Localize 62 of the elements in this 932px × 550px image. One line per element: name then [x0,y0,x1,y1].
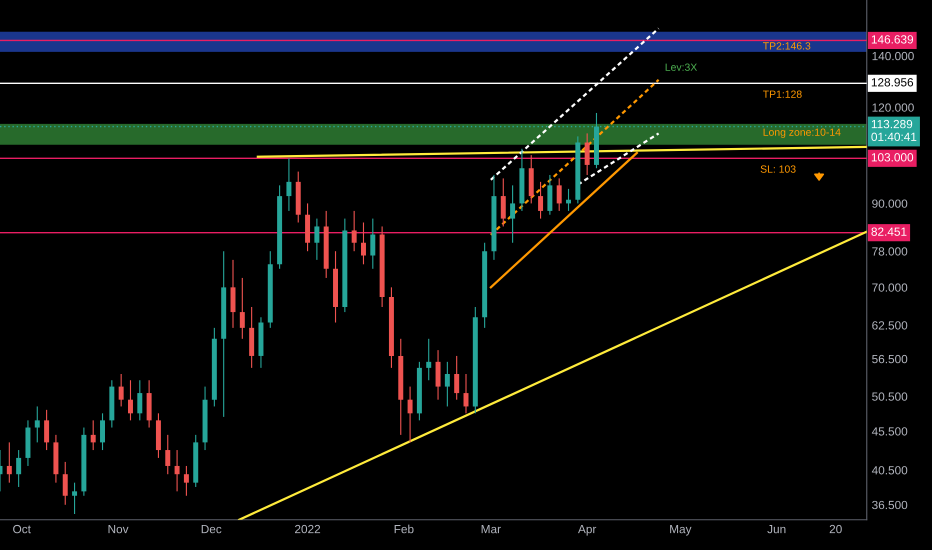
candlestick [370,218,376,270]
y-tick-label: 50.500 [872,392,908,401]
candlestick [426,338,432,381]
candlestick [556,178,562,212]
candlestick [464,373,468,414]
candlestick [128,380,133,421]
candlestick [6,442,12,484]
x-tick-label: Mar [482,525,501,534]
annotation: Lev:3X [666,64,698,71]
candlestick [16,450,22,488]
x-tick-label: Dec [202,525,222,534]
candlestick [118,373,124,407]
ref-line-label: 103.000 [872,153,914,162]
candlestick [100,412,106,451]
x-tick-label: Feb [394,524,414,534]
y-tick-label: 90.000 [872,199,908,208]
candlestick [510,184,516,244]
y-tick-label: 120.000 [872,103,914,112]
candlestick [137,380,142,421]
x-tick-label: 20 [830,524,842,534]
candlestick [408,386,413,443]
candlestick [314,218,320,260]
ref-line-label: 113.289 01:40:41 [871,120,916,142]
candlestick [360,222,366,265]
y-tick-label: 45.500 [872,427,908,436]
ref-line-label: 146.639 [872,35,914,44]
candlestick [286,158,292,212]
candlestick [165,434,170,475]
candlestick [240,277,245,340]
candlestick [538,181,544,220]
candlestick [584,132,590,176]
y-tick-label: 36.500 [872,500,908,510]
ref-line-label: 128.956 [872,78,914,86]
x-tick-label: Oct [13,524,31,534]
candlestick [500,178,506,228]
annotation: TP1:128 [762,90,802,98]
x-tick-label: Jun [767,525,786,534]
candlestick [72,482,78,515]
y-tick-label: 56.500 [872,354,908,364]
y-tick-label: 140.000 [872,52,914,60]
ref-line-label: 82.451 [871,227,906,236]
candlestick [566,188,572,212]
candlestick [90,420,96,451]
x-tick-label: 2022 [295,524,320,534]
candlestick [34,406,40,443]
y-tick-label: 78.000 [872,247,908,256]
x-tick-label: May [670,525,692,536]
candlestick [184,465,189,496]
candlestick [444,361,450,407]
y-tick-label: 70.000 [872,283,908,292]
x-tick-label: Apr [578,525,596,536]
y-tick-label: 62.500 [872,321,908,330]
annotation: SL: 103 [760,165,796,173]
annotation: Long zone:10-14 [764,128,841,138]
candlestick [454,355,460,400]
annotation: TP2:146.3 [762,42,810,50]
candlestick [174,450,180,492]
candlestick [44,409,50,451]
candlestick [352,210,357,252]
x-tick-label: Nov [108,525,129,534]
y-tick-label: 40.500 [872,466,908,474]
candlestick [62,461,68,506]
